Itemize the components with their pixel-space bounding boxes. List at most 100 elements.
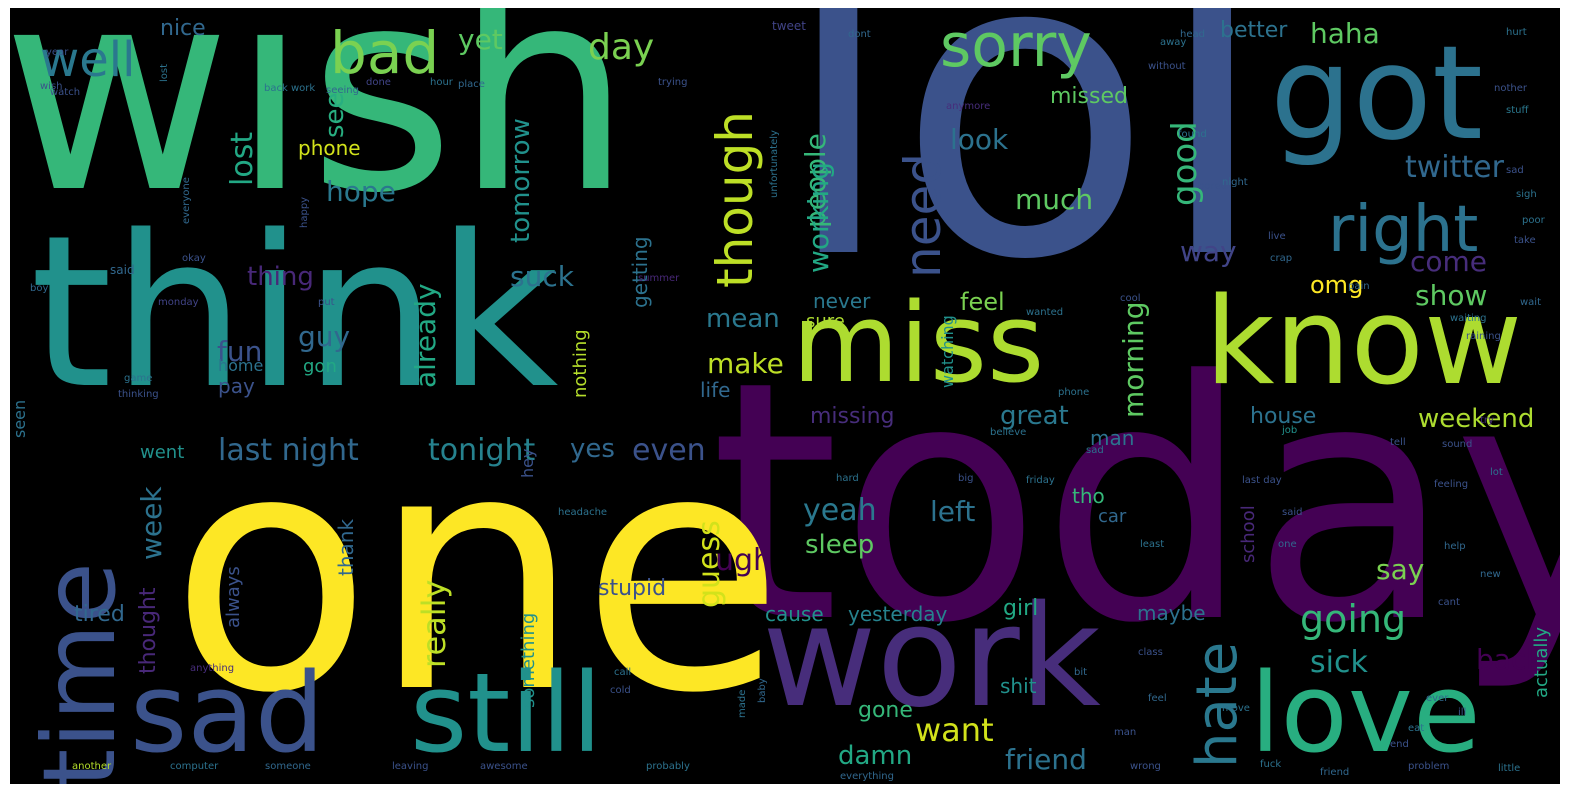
word: phone xyxy=(298,136,361,160)
word: bored xyxy=(1198,181,1227,192)
word: back work xyxy=(264,83,316,94)
word: probably xyxy=(646,761,690,772)
word: trying xyxy=(658,77,688,88)
word: make xyxy=(707,347,784,380)
word: wish xyxy=(40,81,63,92)
word: away xyxy=(1160,37,1187,48)
word: sorry xyxy=(940,11,1092,81)
word: always xyxy=(223,566,244,628)
word: last day xyxy=(1242,475,1282,486)
word: ugh xyxy=(715,543,773,578)
word: live xyxy=(1268,231,1286,242)
word: never xyxy=(813,289,871,313)
word: poor xyxy=(1522,215,1545,226)
word: everyone xyxy=(181,177,192,224)
word: going xyxy=(1300,597,1407,641)
word: school xyxy=(1238,505,1259,563)
word: summer xyxy=(638,273,680,284)
word: suck xyxy=(510,260,574,293)
word: tho xyxy=(1072,484,1105,508)
word: tonight xyxy=(428,433,536,468)
word: sigh xyxy=(1516,189,1537,200)
word: look xyxy=(950,123,1009,156)
word: big xyxy=(958,473,974,484)
word: morning xyxy=(1117,301,1150,418)
word: game xyxy=(124,373,153,384)
word: awesome xyxy=(480,761,528,772)
word: already xyxy=(409,283,442,388)
word: phone xyxy=(1058,387,1090,398)
word: least xyxy=(1140,539,1165,550)
word: okay xyxy=(182,253,206,264)
word: work xyxy=(762,576,1101,739)
word: one xyxy=(170,381,785,765)
word: got xyxy=(1270,17,1484,169)
word: come xyxy=(1410,245,1488,278)
word: great xyxy=(1000,401,1069,431)
word: watch xyxy=(50,87,81,98)
word: fuck xyxy=(1260,759,1282,770)
word: take xyxy=(1514,235,1536,246)
word: boy xyxy=(30,283,49,294)
word: right xyxy=(1328,193,1479,267)
word: put xyxy=(318,297,335,308)
word: lot xyxy=(1490,467,1503,478)
word: said xyxy=(1282,507,1303,518)
word: man xyxy=(1114,727,1137,738)
word: nothing xyxy=(570,329,591,398)
word: thought xyxy=(136,587,161,674)
word: class xyxy=(1138,647,1163,658)
word: cold xyxy=(610,685,631,696)
word: better xyxy=(1220,18,1288,43)
word: cant xyxy=(1438,597,1460,608)
word: wrong xyxy=(1130,761,1161,772)
word: night xyxy=(1222,177,1248,188)
word: show xyxy=(1415,279,1488,312)
word: dont xyxy=(848,29,871,40)
word: gone xyxy=(858,698,913,723)
word: yeah xyxy=(803,493,877,528)
word: without xyxy=(1148,61,1186,72)
word: much xyxy=(1015,183,1094,216)
word: feel xyxy=(960,288,1005,316)
word: cool xyxy=(1120,293,1141,304)
word: help xyxy=(1444,541,1466,552)
word: anything xyxy=(190,663,235,674)
word: ever xyxy=(1426,693,1449,704)
word: know xyxy=(1205,273,1523,412)
word: believe xyxy=(990,427,1027,438)
word: still xyxy=(410,649,603,777)
word: everything xyxy=(840,771,894,782)
word: need xyxy=(894,153,952,278)
word: missing xyxy=(810,404,895,429)
word: bit xyxy=(1074,667,1088,678)
word: back xyxy=(1476,643,1543,676)
word: home xyxy=(218,356,264,375)
word: today xyxy=(710,311,1560,695)
word: sad xyxy=(1506,165,1524,176)
word: watching xyxy=(938,315,957,388)
word: baby xyxy=(757,678,768,703)
word: hey xyxy=(518,448,537,478)
word: monday xyxy=(158,297,199,308)
word: sure xyxy=(806,311,845,332)
word: working xyxy=(802,161,835,273)
word: really xyxy=(415,579,453,668)
word: left xyxy=(930,495,976,528)
word: hope xyxy=(326,175,396,208)
word: nice xyxy=(160,16,206,41)
word: damn xyxy=(838,741,913,771)
word: eat xyxy=(1408,723,1425,734)
word: problem xyxy=(1408,761,1450,772)
word: tweet xyxy=(772,19,806,33)
word: yes xyxy=(570,434,615,464)
word: sad xyxy=(130,649,325,777)
word: unfortunately xyxy=(769,130,780,198)
word: house xyxy=(1250,404,1317,429)
word: feeling xyxy=(1434,479,1469,490)
word: year xyxy=(46,47,69,58)
word: move xyxy=(1222,703,1250,714)
word: week xyxy=(135,486,168,560)
word-cloud: wish lol today one think miss know work … xyxy=(10,8,1560,784)
word: head xyxy=(1180,29,1205,40)
